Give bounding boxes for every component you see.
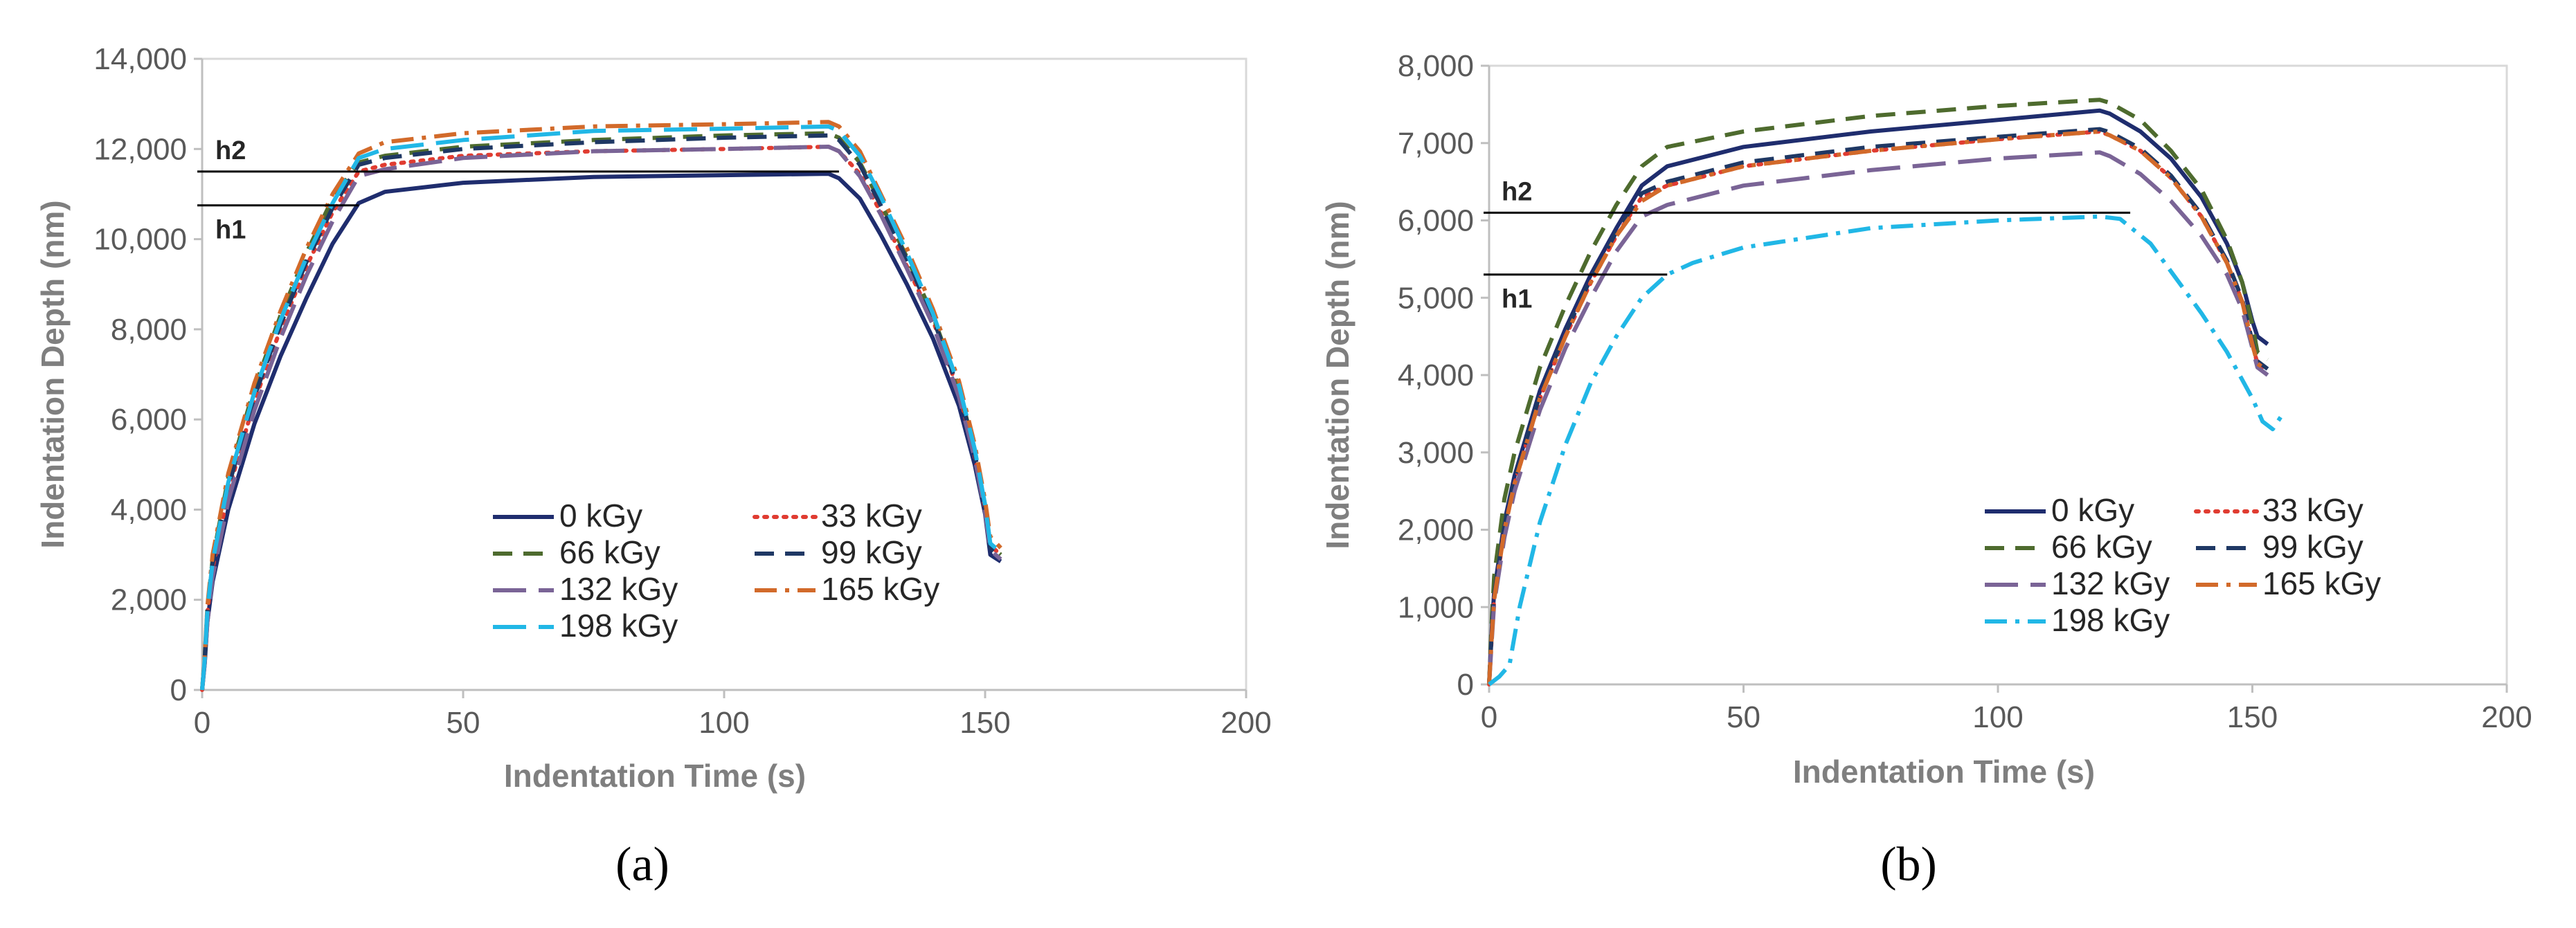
legend-label: 0 kGy xyxy=(2051,492,2134,528)
series-line-99-kgy xyxy=(1487,127,2269,685)
y-tick-label: 7,000 xyxy=(1398,127,1474,161)
series-line-0-kgy xyxy=(200,172,1002,691)
legend-label: 33 kGy xyxy=(821,498,922,534)
panel-label: (b) xyxy=(1880,838,1937,891)
series-line-198-kgy xyxy=(200,124,1002,691)
x-tick-label: 200 xyxy=(1221,706,1271,740)
legend-label: 33 kGy xyxy=(2262,492,2363,528)
annotation-label-h2: h2 xyxy=(1502,177,1532,206)
y-tick-label: 12,000 xyxy=(93,132,187,166)
x-tick-label: 50 xyxy=(447,706,480,740)
y-tick-label: 0 xyxy=(1457,668,1474,702)
legend-label: 66 kGy xyxy=(2051,529,2152,565)
annotation-label-h1: h1 xyxy=(1502,285,1532,314)
y-tick-label: 1,000 xyxy=(1398,590,1474,624)
legend-label: 66 kGy xyxy=(559,534,660,570)
legend-label: 198 kGy xyxy=(559,608,678,644)
legend-label: 198 kGy xyxy=(2051,602,2170,638)
y-tick-label: 8,000 xyxy=(1398,49,1474,83)
y-tick-label: 2,000 xyxy=(1398,513,1474,547)
x-tick-label: 150 xyxy=(960,706,1010,740)
x-tick-label: 0 xyxy=(1481,700,1497,734)
legend-label: 99 kGy xyxy=(2262,529,2363,565)
x-axis-title: Indentation Time (s) xyxy=(1793,754,2095,790)
x-tick-label: 0 xyxy=(194,706,210,740)
legend-label: 99 kGy xyxy=(821,534,922,570)
y-tick-label: 3,000 xyxy=(1398,436,1474,470)
legend-label: 132 kGy xyxy=(2051,565,2170,601)
x-tick-label: 150 xyxy=(2227,700,2278,734)
series-line-165-kgy xyxy=(1487,129,2269,685)
series-line-132-kgy xyxy=(200,145,1002,691)
y-tick-label: 4,000 xyxy=(1398,358,1474,392)
y-tick-label: 6,000 xyxy=(111,403,187,437)
legend-label: 0 kGy xyxy=(559,498,642,534)
legend: 0 kGy 33 kGy 66 kGy 99 kGy 132 kGy 165 kGy 198… xyxy=(493,498,939,644)
legend: 0 kGy 33 kGy 66 kGy 99 kGy 132 kGy 165 kGy 198… xyxy=(1985,492,2381,638)
x-tick-label: 50 xyxy=(1727,700,1760,734)
panel-label: (a) xyxy=(615,838,669,891)
annotation-label-h1: h1 xyxy=(215,216,246,245)
x-tick-label: 200 xyxy=(2481,700,2532,734)
y-tick-label: 8,000 xyxy=(111,313,187,347)
series-line-198-kgy xyxy=(1488,214,2285,686)
chart-panel-b: 0 1,000 2,000 3,000 4,000 5,000 6,000 7,000 8,00… xyxy=(1319,49,2532,891)
legend-label: 132 kGy xyxy=(559,571,678,607)
y-tick-label: 6,000 xyxy=(1398,204,1474,238)
x-tick-label: 100 xyxy=(1972,700,2023,734)
y-tick-label: 5,000 xyxy=(1398,281,1474,315)
annotation-label-h2: h2 xyxy=(215,136,246,165)
y-tick-label: 4,000 xyxy=(111,493,187,527)
x-tick-label: 100 xyxy=(699,706,749,740)
legend-label: 165 kGy xyxy=(821,571,939,607)
y-axis-title: Indentation Depth (nm) xyxy=(35,200,71,548)
series-line-66-kgy xyxy=(1487,98,2269,685)
legend-label: 165 kGy xyxy=(2262,565,2381,601)
series-line-165-kgy xyxy=(200,120,1002,691)
y-tick-label: 2,000 xyxy=(111,583,187,617)
y-tick-label: 14,000 xyxy=(93,42,187,76)
x-axis-title: Indentation Time (s) xyxy=(504,758,806,794)
y-tick-label: 10,000 xyxy=(93,223,187,257)
chart-panel-a: 0 2,000 4,000 6,000 8,000 10,000 12,000 14,000 0… xyxy=(35,42,1272,891)
y-tick-label: 0 xyxy=(170,673,187,707)
y-axis-title: Indentation Depth (nm) xyxy=(1319,201,1355,549)
